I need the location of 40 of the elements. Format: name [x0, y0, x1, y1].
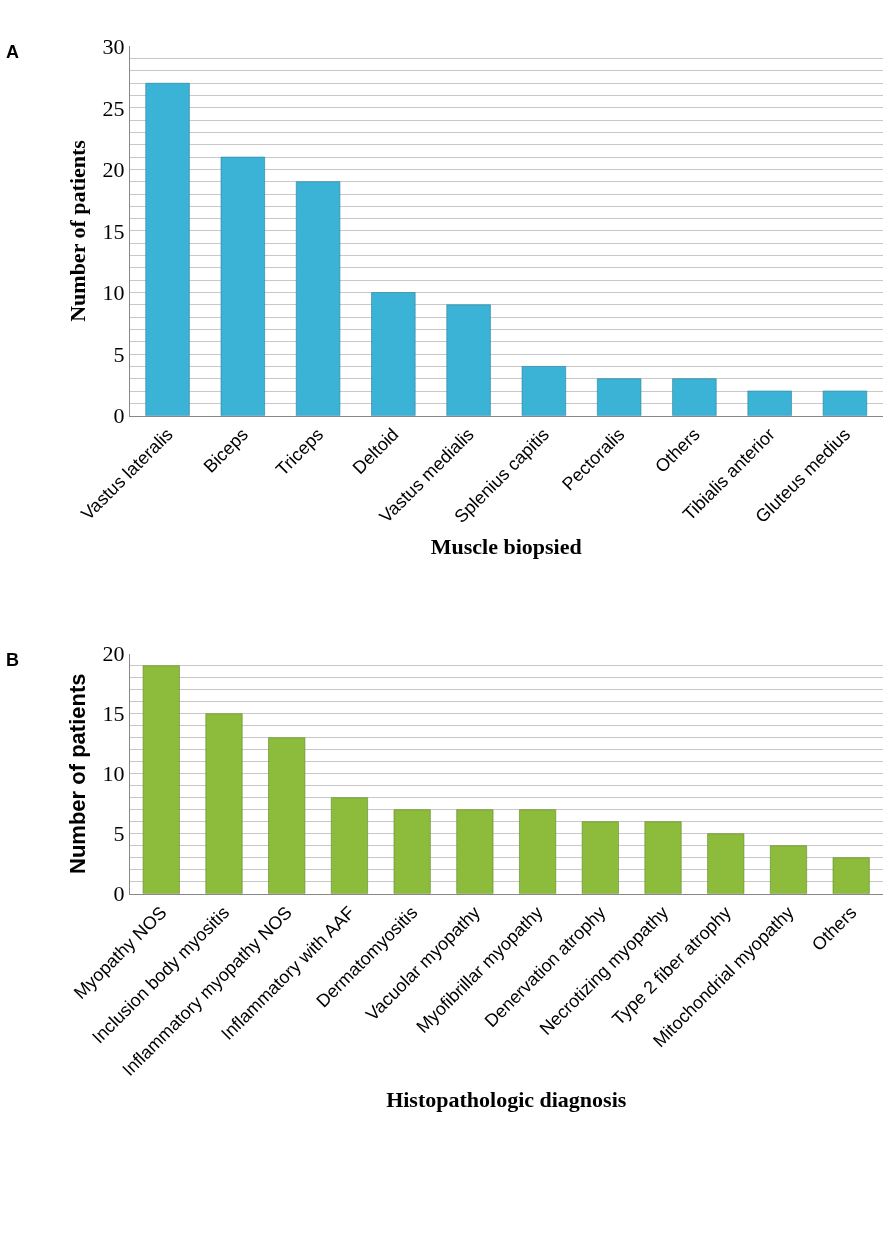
x-axis-title: Muscle biopsied [430, 533, 582, 559]
y-tick-label: 0 [113, 403, 125, 429]
bar [220, 156, 265, 416]
y-tick-label: 30 [102, 33, 125, 59]
bar [268, 737, 306, 894]
bar [295, 181, 341, 416]
y-tick-label: 0 [113, 881, 125, 907]
bar [521, 366, 566, 416]
y-tick-label: 15 [102, 701, 125, 727]
bar [747, 390, 792, 416]
y-tick-label: 20 [102, 157, 125, 183]
y-tick-label: 25 [102, 95, 125, 121]
y-tick-label: 5 [113, 341, 125, 367]
y-tick-label: 10 [102, 761, 125, 787]
bar [371, 292, 416, 416]
bar [597, 378, 642, 416]
bar [205, 713, 243, 894]
bar [456, 809, 494, 894]
y-tick-label: 20 [102, 641, 125, 667]
bar [142, 665, 180, 894]
y-axis-title: Number of patients [65, 673, 91, 874]
y-tick-label: 5 [113, 821, 125, 847]
bar [707, 833, 745, 894]
bar [393, 809, 431, 894]
bar [832, 857, 870, 894]
bar [145, 82, 190, 416]
bar [519, 809, 557, 894]
bar [822, 390, 868, 416]
bar [672, 378, 717, 416]
bar [769, 845, 807, 894]
bar [446, 304, 491, 416]
bar [581, 821, 619, 894]
y-tick-label: 15 [102, 218, 125, 244]
text: B [6, 650, 19, 670]
text: A [6, 42, 19, 62]
y-axis-title: Number of patients [65, 139, 91, 322]
x-axis-title: Histopathologic diagnosis [386, 1086, 627, 1112]
bar [330, 797, 368, 894]
y-tick-label: 10 [102, 280, 125, 306]
bar [644, 821, 682, 894]
